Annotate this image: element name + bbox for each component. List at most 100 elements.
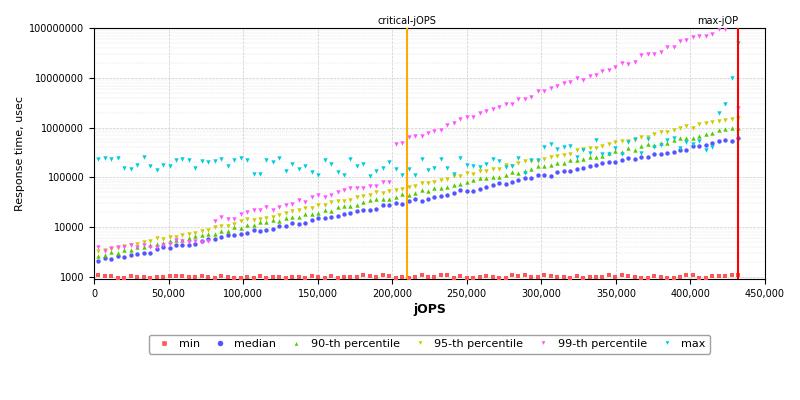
Point (474, 168, 486, 174)
Point (680, 123, 693, 130)
Point (105, 156, 118, 163)
Point (292, 197, 305, 203)
Point (111, 250, 124, 256)
Point (551, 169, 564, 175)
Point (409, 183, 422, 190)
Point (131, 244, 144, 250)
Point (98, 155, 111, 161)
Point (622, 138, 634, 144)
Point (686, 143, 699, 149)
Point (279, 210, 292, 216)
Point (699, 146, 712, 153)
Point (260, 215, 273, 221)
Point (98, 247, 111, 254)
Point (518, 96, 531, 103)
Point (434, 156, 447, 162)
Point (447, 172, 460, 179)
Point (635, 275, 648, 282)
Point (370, 189, 382, 195)
Point (325, 273, 338, 279)
Point (292, 207, 305, 214)
Point (654, 129, 667, 136)
Point (602, 159, 615, 166)
Point (402, 184, 415, 190)
Point (144, 274, 157, 281)
Point (254, 170, 266, 177)
Point (105, 273, 118, 279)
Point (260, 204, 273, 210)
Point (686, 134, 699, 141)
Point (312, 210, 325, 216)
Point (428, 164, 441, 171)
Point (428, 128, 441, 134)
Point (363, 182, 376, 189)
Point (118, 244, 130, 250)
Point (376, 165, 389, 171)
Point (189, 229, 202, 236)
Point (719, 26, 732, 32)
Point (558, 80, 570, 86)
Point (222, 223, 234, 229)
Point (176, 273, 189, 280)
Point (338, 198, 350, 204)
Point (150, 246, 163, 253)
Point (732, 104, 745, 111)
Point (661, 44, 674, 50)
Point (286, 273, 298, 280)
Point (396, 190, 409, 197)
Point (531, 163, 544, 170)
Point (680, 139, 693, 145)
Point (642, 134, 654, 140)
Point (383, 179, 396, 186)
Point (312, 192, 325, 198)
Point (228, 157, 241, 163)
Point (699, 275, 712, 281)
Point (590, 273, 602, 280)
Point (506, 272, 518, 279)
Point (564, 275, 577, 281)
Point (376, 179, 389, 185)
Point (609, 64, 622, 70)
Point (499, 162, 512, 168)
Point (667, 135, 680, 142)
Point (590, 145, 602, 152)
Point (434, 272, 447, 278)
Point (564, 142, 577, 149)
Point (596, 68, 609, 74)
Point (570, 154, 583, 160)
Point (525, 158, 538, 164)
Point (454, 187, 466, 194)
Point (726, 272, 738, 278)
Point (642, 154, 654, 160)
Point (344, 203, 357, 209)
Point (195, 158, 208, 164)
Point (726, 138, 738, 144)
Point (241, 157, 254, 164)
Point (350, 274, 363, 280)
Point (609, 148, 622, 155)
Point (286, 214, 298, 220)
Point (415, 133, 428, 140)
Point (667, 136, 680, 143)
Point (551, 82, 564, 89)
Point (338, 211, 350, 217)
Point (415, 272, 428, 278)
Point (648, 142, 661, 148)
Point (474, 186, 486, 192)
Point (486, 106, 499, 112)
Point (493, 174, 506, 180)
Point (583, 73, 596, 79)
Point (486, 274, 499, 280)
Point (577, 274, 590, 281)
Point (558, 152, 570, 158)
Point (144, 244, 157, 250)
Point (712, 138, 725, 144)
Point (415, 187, 428, 194)
Point (318, 215, 331, 221)
Point (111, 275, 124, 281)
Point (318, 202, 331, 208)
Point (215, 223, 228, 230)
Point (577, 165, 590, 171)
Point (325, 160, 338, 167)
Point (273, 155, 286, 161)
